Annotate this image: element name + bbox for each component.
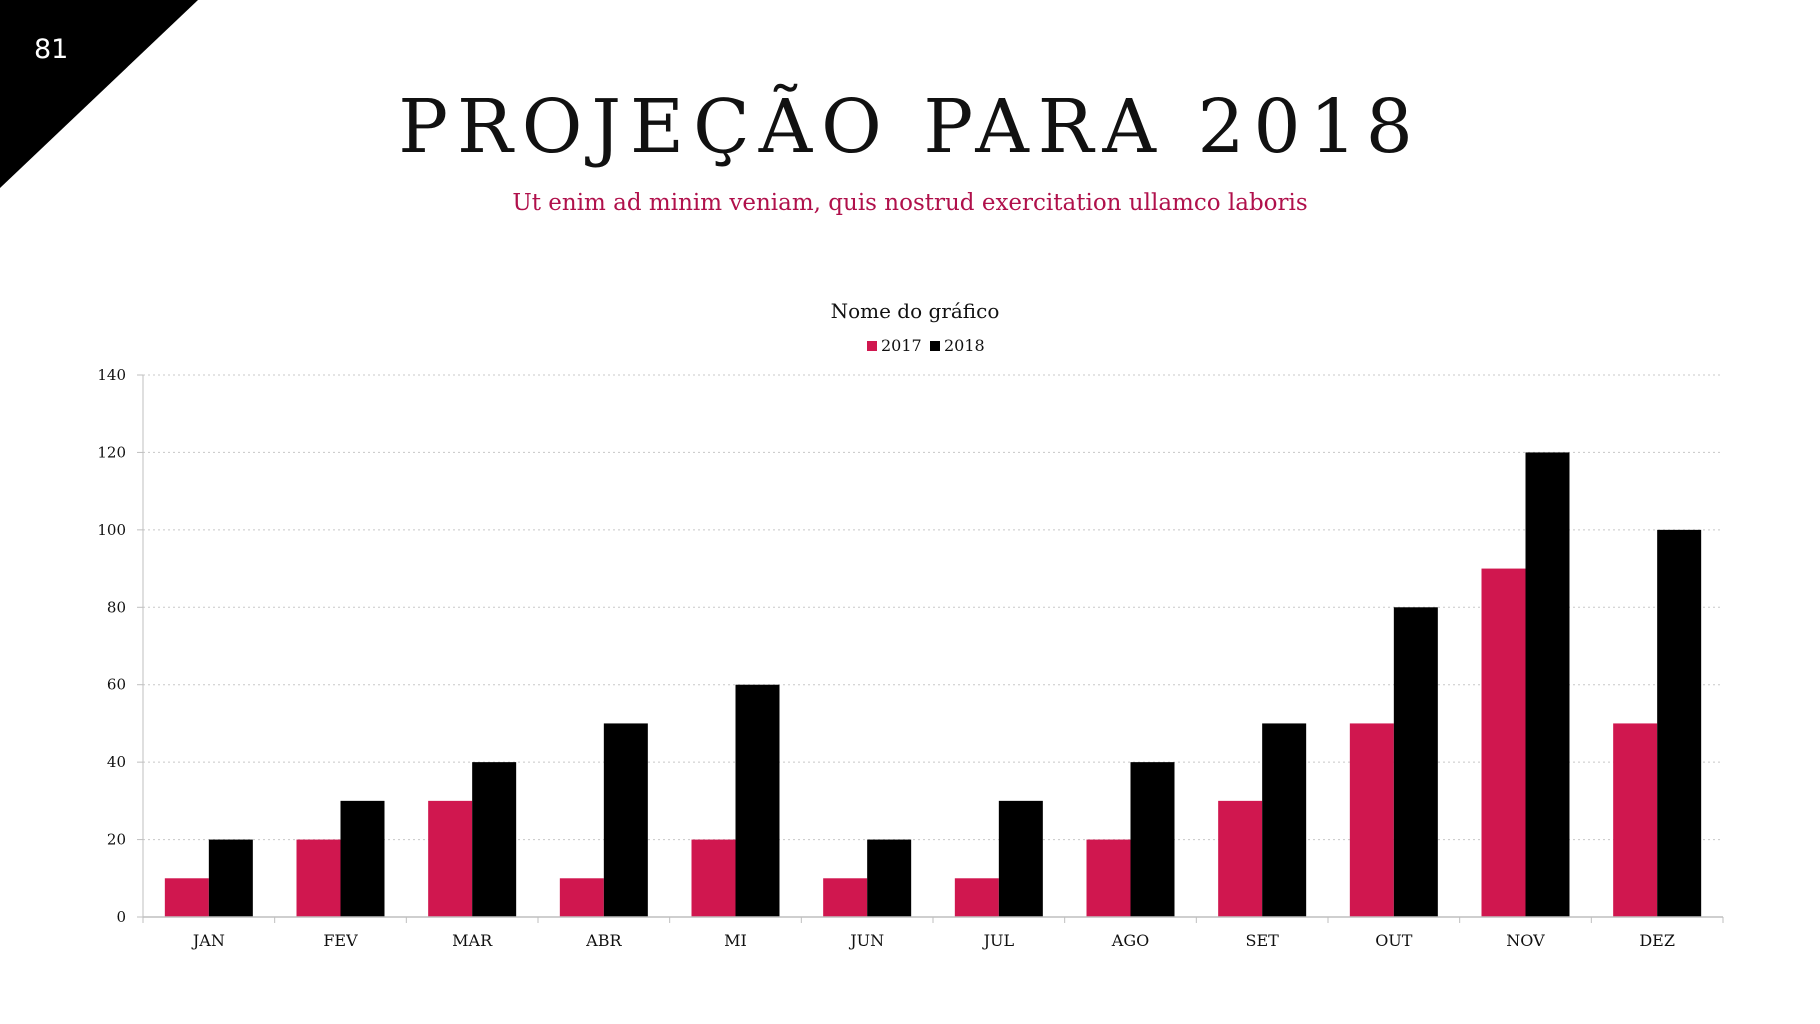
bar-2018-jan <box>208 839 253 917</box>
x-tick-label-ago: AGO <box>1111 931 1149 950</box>
bars <box>164 452 1702 917</box>
y-tick-label-80: 80 <box>107 598 126 616</box>
legend-label-2017: 2017 <box>881 336 922 355</box>
legend-label-2018: 2018 <box>944 336 985 355</box>
chart-legend: 2017 2018 <box>867 336 985 355</box>
y-tick-label-100: 100 <box>97 521 126 539</box>
x-tick-label-jan: JAN <box>191 931 225 950</box>
page-subtitle: Ut enim ad minim veniam, quis nostrud ex… <box>512 190 1308 216</box>
x-axis-ticks: JAN FEV MAR ABR MI JUN JUL AGO SET OUT NOV DEZ <box>142 917 1724 950</box>
legend-swatch-2017 <box>867 341 877 351</box>
bar-2017-nov <box>1481 568 1526 917</box>
bar-2017-set <box>1218 800 1263 917</box>
x-tick-label-nov: NOV <box>1506 931 1545 950</box>
x-tick-label-fev: FEV <box>323 931 358 950</box>
bar-2017-abr <box>559 878 604 917</box>
corner-triangle <box>0 0 198 188</box>
bar-2017-fev <box>296 839 341 917</box>
grid-lines <box>143 374 1723 841</box>
x-tick-label-mi: MI <box>724 931 747 950</box>
bar-2018-set <box>1262 723 1307 917</box>
bar-2017-dez <box>1613 723 1658 917</box>
y-tick-label-60: 60 <box>107 676 126 694</box>
x-tick-label-set: SET <box>1246 931 1280 950</box>
x-tick-label-dez: DEZ <box>1639 931 1675 950</box>
bar-2018-mi <box>735 684 780 917</box>
y-tick-label-0: 0 <box>116 908 126 926</box>
bar-2018-abr <box>603 723 648 917</box>
bar-2018-fev <box>340 800 385 917</box>
y-axis-ticks: 0 20 40 60 80 100 120 140 <box>97 366 143 926</box>
y-tick-label-40: 40 <box>107 753 126 771</box>
x-tick-label-jul: JUL <box>982 931 1015 950</box>
x-tick-label-mar: MAR <box>452 931 493 950</box>
page-number: 81 <box>34 34 69 65</box>
bar-2018-jun <box>867 839 912 917</box>
x-tick-label-out: OUT <box>1375 931 1413 950</box>
x-tick-label-abr: ABR <box>585 931 622 950</box>
bar-2017-jun <box>823 878 868 917</box>
legend-swatch-2018 <box>930 341 940 351</box>
y-tick-label-140: 140 <box>97 366 126 384</box>
bar-2017-jul <box>954 878 999 917</box>
x-tick-label-jun: JUN <box>848 931 884 950</box>
bar-2018-mar <box>472 762 517 917</box>
bar-2017-out <box>1349 723 1394 917</box>
bar-2017-mar <box>428 800 473 917</box>
bar-2017-mi <box>691 839 736 917</box>
bar-2018-jul <box>998 800 1043 917</box>
page-title: PROJEÇÃO PARA 2018 <box>398 84 1422 170</box>
bar-2018-nov <box>1525 452 1570 917</box>
bar-2018-dez <box>1657 529 1702 917</box>
bar-2018-out <box>1393 607 1438 917</box>
chart-title: Nome do gráfico <box>831 299 1000 323</box>
y-tick-label-120: 120 <box>97 443 126 461</box>
bar-2018-ago <box>1130 762 1175 917</box>
bar-2017-jan <box>164 878 209 917</box>
y-tick-label-20: 20 <box>107 831 126 849</box>
bar-2017-ago <box>1086 839 1131 917</box>
